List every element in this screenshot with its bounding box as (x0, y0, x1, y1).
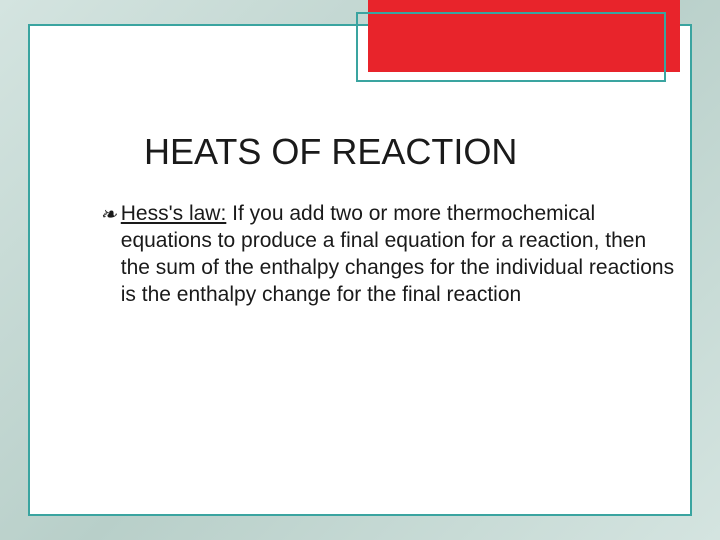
bullet-text: Hess's law: If you add two or more therm… (121, 201, 680, 309)
accent-outline-box (356, 12, 666, 82)
slide-content: HEATS OF REACTION ❧ Hess's law: If you a… (100, 131, 680, 309)
bullet-item: ❧ Hess's law: If you add two or more the… (100, 201, 680, 309)
term-label: Hess's law: (121, 202, 227, 225)
slide-title: HEATS OF REACTION (144, 131, 680, 173)
bullet-marker-icon: ❧ (100, 203, 117, 229)
slide-frame: HEATS OF REACTION ❧ Hess's law: If you a… (28, 24, 692, 516)
